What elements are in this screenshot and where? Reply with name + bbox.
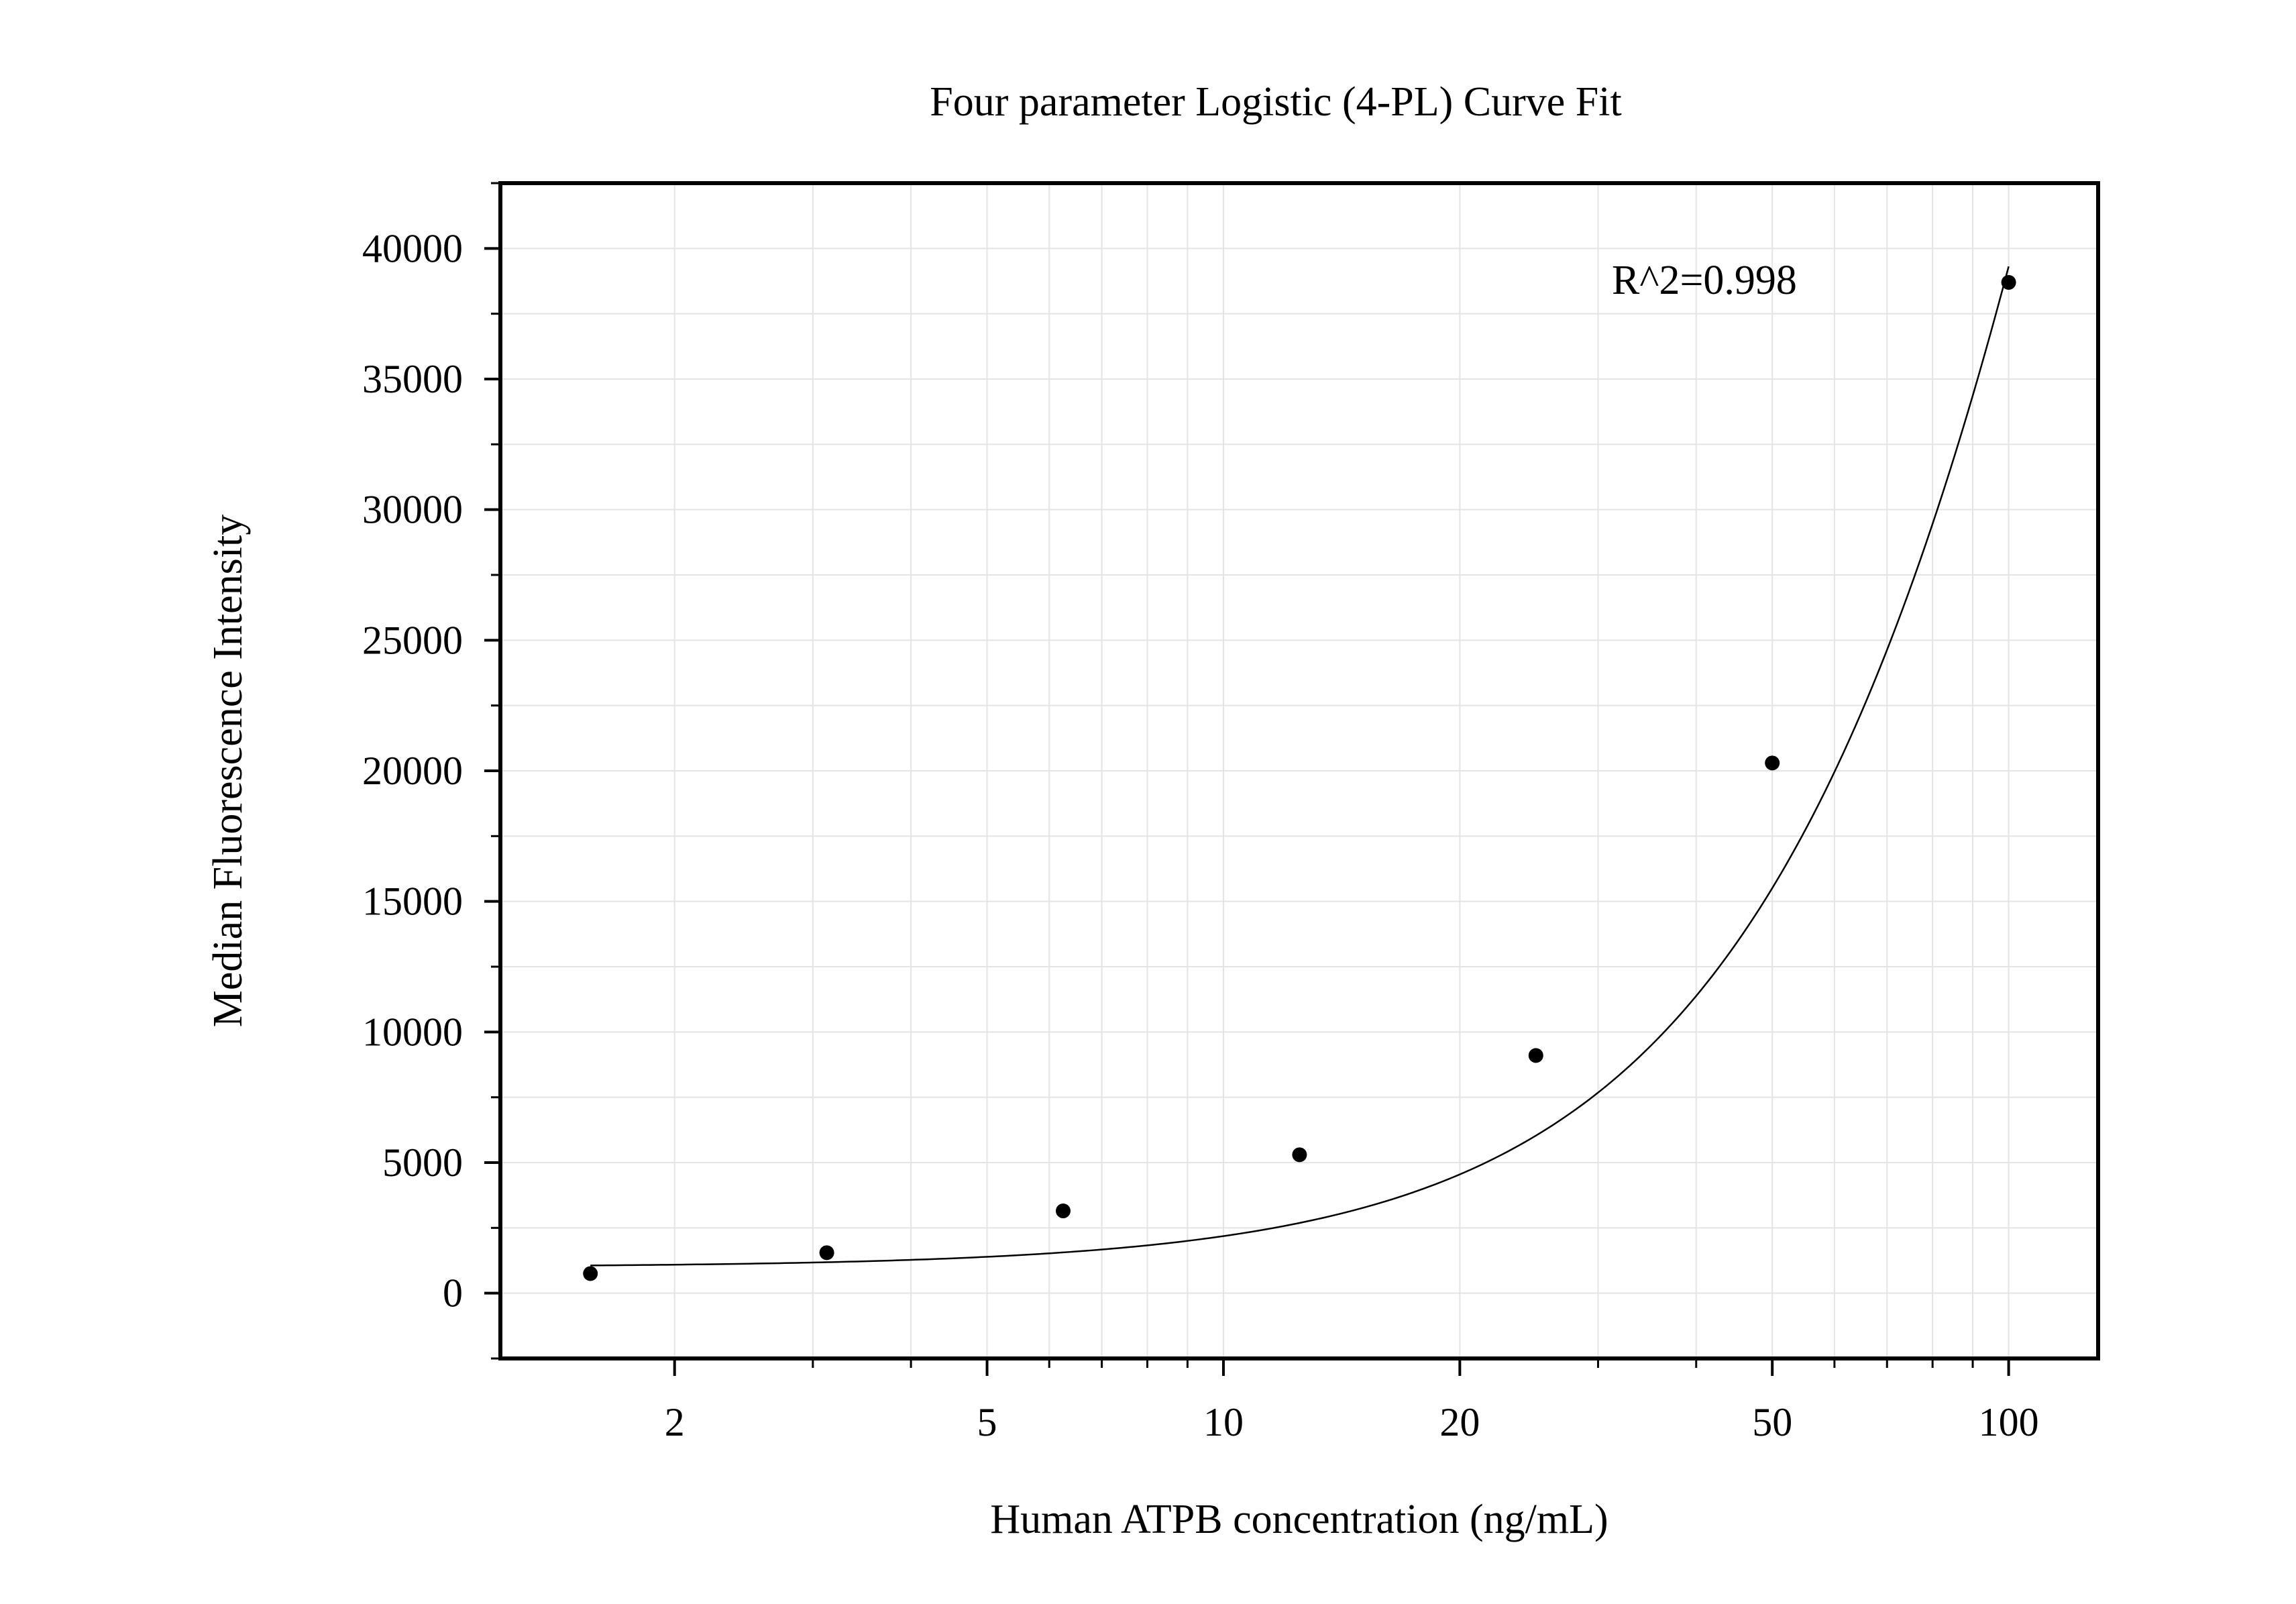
chart-title: Four parameter Logistic (4-PL) Curve Fit (930, 79, 1621, 125)
data-points (583, 274, 2016, 1281)
y-axis-label: Median Fluorescence Intensity (205, 515, 251, 1027)
x-tick-label: 20 (1439, 1400, 1480, 1444)
data-point (1765, 755, 1780, 771)
data-point (1528, 1048, 1543, 1063)
y-tick-label: 10000 (362, 1010, 463, 1054)
x-tick-label: 2 (665, 1400, 685, 1444)
data-point (583, 1266, 598, 1281)
r-squared-annotation: R^2=0.998 (1612, 258, 1797, 303)
y-tick-label: 35000 (362, 357, 463, 401)
y-tick-label: 0 (443, 1271, 463, 1316)
plot-frame (498, 181, 2100, 1360)
y-tick-label: 20000 (362, 749, 463, 793)
x-tick-label: 10 (1203, 1400, 1244, 1444)
x-tick-label: 100 (1979, 1400, 2039, 1444)
y-tick-label: 40000 (362, 226, 463, 270)
x-tick-label: 50 (1752, 1400, 1792, 1444)
y-tick-label: 30000 (362, 488, 463, 532)
fit-curve (590, 266, 2010, 1267)
y-tick-label: 15000 (362, 879, 463, 924)
y-tick-label: 25000 (362, 618, 463, 662)
data-point (1292, 1147, 1307, 1163)
data-point (819, 1245, 834, 1261)
y-tick-label: 5000 (382, 1140, 463, 1185)
data-point (1056, 1204, 1071, 1219)
y-tick-labels: 0 5000 10000 15000 20000 25000 30000 35000 40000 (362, 226, 463, 1315)
data-point (2001, 274, 2016, 290)
x-axis-label: Human ATPB concentration (ng/mL) (990, 1497, 1608, 1542)
grid (500, 182, 2098, 1359)
x-tick-labels: 2 5 10 20 50 100 (665, 1400, 2039, 1444)
x-axis-ticks (673, 1358, 2010, 1376)
x-tick-label: 5 (977, 1400, 997, 1444)
